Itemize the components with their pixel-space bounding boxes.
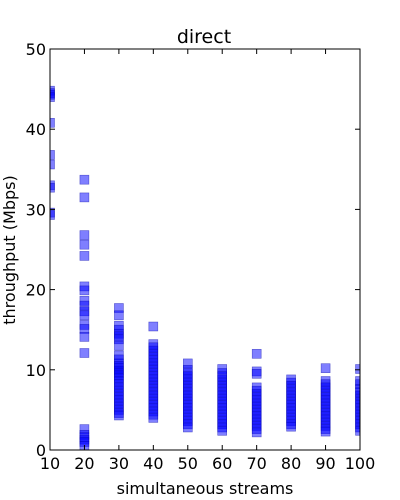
data-point xyxy=(148,321,159,332)
data-point xyxy=(251,348,262,359)
data-point xyxy=(217,425,227,436)
data-point xyxy=(79,230,90,240)
data-point xyxy=(50,118,55,128)
x-tick-label: 20 xyxy=(74,454,94,473)
y-tick-label: 30 xyxy=(26,200,46,219)
y-tick-label: 10 xyxy=(26,361,46,380)
x-tick-label: 30 xyxy=(109,454,129,473)
y-tick-label: 40 xyxy=(26,120,46,139)
y-axis-ticks: 0 10 20 30 40 50 xyxy=(26,40,360,460)
data-point xyxy=(79,324,90,334)
data-point xyxy=(79,332,90,342)
data-point xyxy=(50,150,55,160)
data-point xyxy=(183,422,193,433)
data-point xyxy=(79,310,90,321)
data-point xyxy=(79,285,90,296)
data-point xyxy=(251,427,262,438)
data-point xyxy=(50,159,55,170)
x-tick-label: 70 xyxy=(246,454,266,473)
x-axis-ticks: 10 20 30 40 50 60 70 80 90 100 xyxy=(40,49,375,473)
data-point xyxy=(148,413,159,423)
x-tick-label: 90 xyxy=(315,454,335,473)
data-point xyxy=(79,192,90,203)
data-point xyxy=(79,348,90,358)
data-point xyxy=(50,182,55,193)
x-tick-label: 10 xyxy=(40,454,60,473)
x-axis-label: simultaneous streams xyxy=(117,479,294,498)
data-point xyxy=(320,426,331,437)
chart-title: direct xyxy=(177,26,231,48)
data-point xyxy=(79,251,90,261)
plot-frame xyxy=(49,48,361,451)
x-tick-label: 50 xyxy=(178,454,198,473)
data-point xyxy=(79,174,90,185)
data-point xyxy=(114,410,124,421)
data-point xyxy=(251,368,262,379)
y-tick-label: 0 xyxy=(36,441,46,460)
data-point xyxy=(50,92,55,102)
x-tick-label: 100 xyxy=(345,454,376,473)
data-point xyxy=(320,363,331,374)
x-tick-label: 80 xyxy=(281,454,301,473)
data-point xyxy=(355,425,360,436)
data-point xyxy=(286,421,296,432)
data-point xyxy=(50,210,55,220)
y-tick-label: 20 xyxy=(26,281,46,300)
y-tick-label: 50 xyxy=(26,40,46,59)
x-tick-label: 40 xyxy=(143,454,163,473)
x-tick-label: 60 xyxy=(212,454,232,473)
data-points xyxy=(50,85,360,450)
data-point xyxy=(79,239,90,250)
data-point xyxy=(114,340,124,351)
data-point xyxy=(355,364,360,374)
y-axis-label: throughput (Mbps) xyxy=(0,175,19,324)
data-point xyxy=(114,310,124,321)
